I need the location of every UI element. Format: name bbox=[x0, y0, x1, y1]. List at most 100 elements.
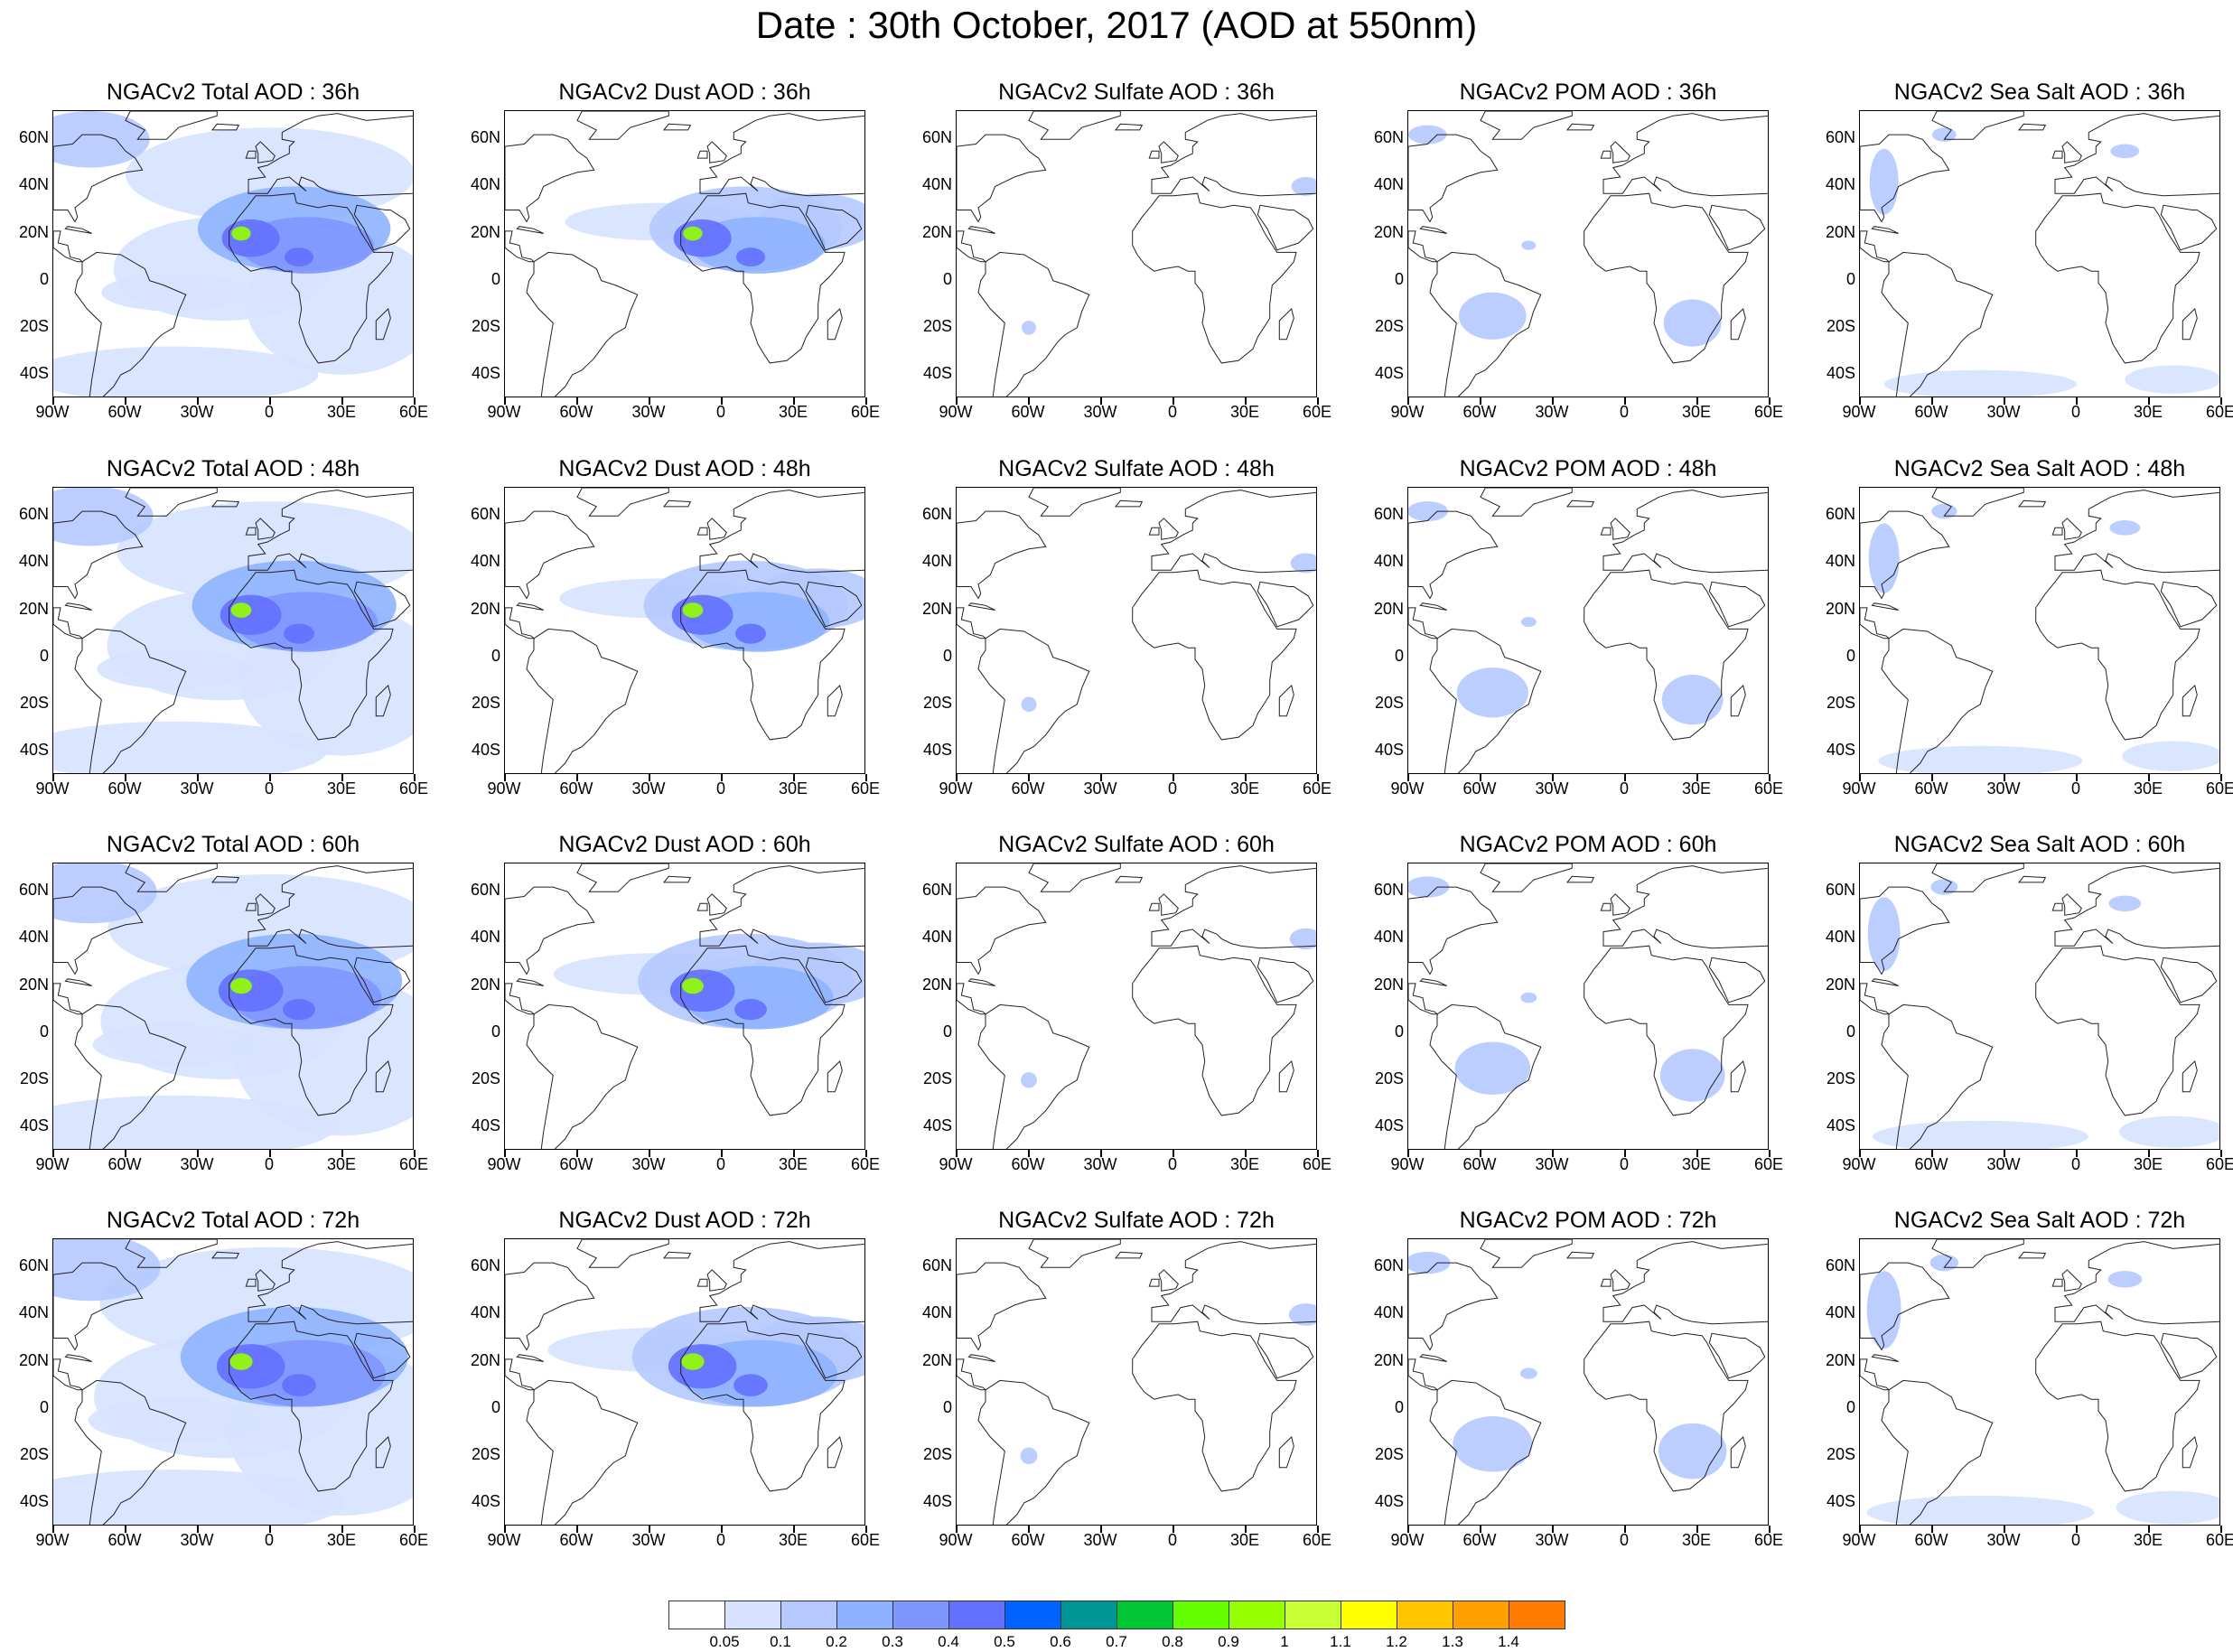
y-tick-label: 40S bbox=[1826, 363, 1855, 382]
panel-title: NGACv2 Sulfate AOD : 72h bbox=[998, 1208, 1275, 1233]
coastline bbox=[375, 308, 391, 341]
coastline bbox=[1158, 141, 1179, 163]
y-tick-label: 20S bbox=[1374, 1444, 1404, 1463]
coastline bbox=[1602, 113, 1768, 197]
colorbar-box bbox=[1453, 1601, 1509, 1629]
y-tick-label: 40N bbox=[1373, 928, 1404, 947]
coastline bbox=[1028, 1239, 1121, 1268]
x-tick bbox=[576, 1150, 578, 1157]
coastline bbox=[2035, 945, 2200, 1116]
aod-region bbox=[53, 111, 150, 168]
x-tick bbox=[125, 774, 126, 781]
y-tick-label: 0 bbox=[491, 269, 500, 288]
y-tick-label: 0 bbox=[1394, 646, 1404, 665]
coastline bbox=[526, 1003, 639, 1149]
aod-map bbox=[1860, 111, 2219, 397]
coastline bbox=[827, 1060, 843, 1093]
x-tick bbox=[1696, 397, 1698, 405]
coastline bbox=[375, 685, 391, 717]
aod-region bbox=[1022, 320, 1036, 335]
x-tick-label: 60E bbox=[850, 779, 881, 798]
map-panel-dust-48h: NGACv2 Dust AOD : 48h 60N 40N 20N 0 20S 40S 90W… bbox=[468, 456, 892, 826]
x-tick-label: 60W bbox=[559, 1531, 593, 1549]
map-panel-sulfate-72h: NGACv2 Sulfate AOD : 72h 60N 40N 20N 0 20S 40S… bbox=[920, 1208, 1344, 1578]
y-tick-label: 40N bbox=[1825, 928, 1855, 947]
coastline bbox=[1860, 1262, 1950, 1351]
y-tick-label: 40S bbox=[471, 1115, 500, 1134]
coastline bbox=[53, 510, 144, 600]
coastline bbox=[210, 875, 240, 883]
coastline bbox=[248, 865, 413, 949]
colorbar-box bbox=[1509, 1601, 1565, 1629]
x-tick-label: 0 bbox=[264, 1531, 274, 1549]
coastline bbox=[2054, 865, 2219, 949]
x-tick-label: 30W bbox=[1083, 1531, 1117, 1549]
x-tick bbox=[2076, 774, 2078, 781]
aod-map bbox=[53, 488, 413, 773]
x-tick-label: 30E bbox=[326, 1155, 357, 1173]
x-tick bbox=[414, 1150, 416, 1157]
x-tick bbox=[1317, 774, 1319, 781]
x-tick-label: 60W bbox=[559, 779, 593, 798]
coastline bbox=[1132, 1321, 1297, 1492]
page-title: Date : 30th October, 2017 (AOD at 550nm) bbox=[755, 4, 1478, 46]
x-tick bbox=[504, 1526, 506, 1533]
x-tick bbox=[2004, 397, 2005, 405]
x-tick bbox=[1100, 397, 1102, 405]
map-frame bbox=[1407, 110, 1769, 397]
aod-region bbox=[283, 998, 315, 1021]
x-tick bbox=[1407, 1526, 1409, 1533]
aod-map bbox=[957, 1239, 1316, 1525]
coastline bbox=[1584, 945, 1749, 1116]
aod-region bbox=[2118, 1115, 2219, 1148]
coastline bbox=[1408, 1262, 1499, 1351]
x-tick-label: 0 bbox=[264, 1155, 274, 1173]
colorbar-label: 1 bbox=[1280, 1633, 1289, 1650]
y-tick-label: 40S bbox=[19, 1115, 49, 1134]
coastline bbox=[1278, 685, 1294, 717]
aod-region bbox=[1288, 1303, 1316, 1326]
y-tick-label: 40N bbox=[470, 552, 500, 571]
x-tick-label: 60E bbox=[398, 403, 429, 421]
x-tick-label: 30W bbox=[1083, 403, 1117, 421]
x-tick bbox=[1769, 1526, 1771, 1533]
aod-region bbox=[92, 1023, 255, 1067]
aod-region bbox=[1866, 1495, 2095, 1525]
x-tick-label: 0 bbox=[2070, 1155, 2080, 1173]
x-tick-label: 90W bbox=[939, 779, 973, 798]
coastline bbox=[2017, 1251, 2047, 1259]
coastline bbox=[2054, 113, 2219, 197]
x-tick-label: 30E bbox=[2133, 1155, 2163, 1173]
x-tick-label: 0 bbox=[715, 403, 725, 421]
x-tick-label: 60E bbox=[1302, 779, 1332, 798]
aod-map bbox=[505, 863, 864, 1149]
x-tick-label: 60W bbox=[1462, 1531, 1497, 1549]
x-tick bbox=[414, 774, 416, 781]
x-tick bbox=[1245, 397, 1247, 405]
coastline bbox=[505, 607, 536, 639]
y-tick-label: 40N bbox=[18, 552, 49, 571]
coastline bbox=[1730, 685, 1746, 717]
coastline bbox=[1257, 581, 1314, 628]
y-tick-label: 40S bbox=[19, 740, 49, 759]
x-tick bbox=[1317, 1526, 1319, 1533]
aod-region bbox=[88, 1398, 259, 1443]
x-tick-label: 30E bbox=[778, 403, 808, 421]
aod-region bbox=[1021, 696, 1037, 713]
y-tick-label: 20N bbox=[921, 975, 952, 994]
x-tick bbox=[956, 774, 958, 781]
x-tick-label: 90W bbox=[939, 1531, 973, 1549]
coastline bbox=[2051, 1278, 2063, 1287]
coastline bbox=[1931, 1239, 2024, 1268]
coastline bbox=[957, 230, 987, 263]
coastline bbox=[1257, 957, 1314, 1003]
y-tick-label: 60N bbox=[18, 505, 49, 524]
x-tick-label: 0 bbox=[715, 1155, 725, 1173]
panel-title: NGACv2 Sea Salt AOD : 36h bbox=[1893, 79, 2186, 105]
coastline bbox=[1114, 499, 1144, 508]
y-tick-label: 60N bbox=[1373, 881, 1404, 900]
coastline bbox=[74, 1379, 187, 1525]
y-tick-label: 20S bbox=[922, 693, 952, 712]
x-tick-label: 60E bbox=[398, 1531, 429, 1549]
coastline bbox=[680, 192, 846, 364]
